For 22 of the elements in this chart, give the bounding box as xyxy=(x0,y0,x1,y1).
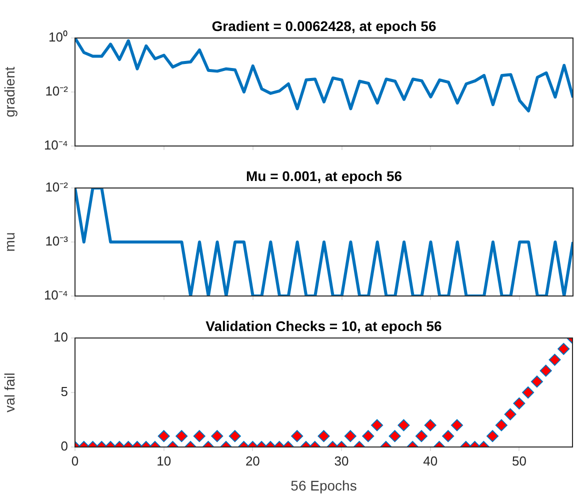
x-tick-label: 20 xyxy=(245,453,260,468)
chart-title: Validation Checks = 10, at epoch 56 xyxy=(206,318,442,334)
x-tick-label: 0 xyxy=(71,453,79,468)
y-tick-label: 10⁰ xyxy=(48,30,68,45)
chart-title: Mu = 0.001, at epoch 56 xyxy=(246,168,402,184)
x-axis-title: 56 Epochs xyxy=(290,477,357,494)
chart-title: Gradient = 0.0062428, at epoch 56 xyxy=(212,18,436,34)
x-tick-label: 50 xyxy=(512,453,526,468)
x-tick-label: 10 xyxy=(156,453,172,468)
x-tick-label: 30 xyxy=(334,453,349,468)
y-tick-label: 10⁻⁴ xyxy=(44,288,68,303)
y-axis-title: gradient xyxy=(1,66,18,118)
y-tick-label: 10 xyxy=(54,330,68,345)
y-tick-label: 10⁻³ xyxy=(45,234,69,249)
y-axis-title: val fail xyxy=(1,372,18,412)
y-tick-label: 5 xyxy=(60,384,68,400)
y-axis-title: mu xyxy=(1,232,18,252)
y-tick-label: 10⁻² xyxy=(45,180,69,195)
y-tick-label: 10⁻² xyxy=(45,84,69,99)
y-tick-label: 0 xyxy=(60,438,68,454)
x-tick-label: 40 xyxy=(423,453,438,468)
y-tick-label: 10⁻⁴ xyxy=(44,138,68,153)
